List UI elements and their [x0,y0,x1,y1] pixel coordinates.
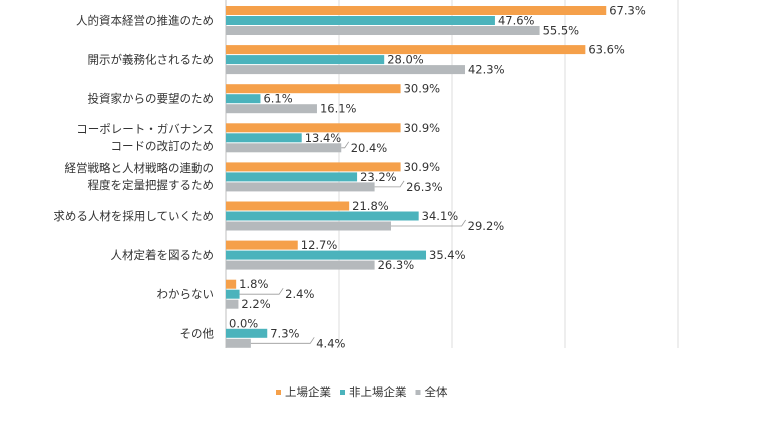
value-label: 35.4% [429,248,466,262]
legend-label: 非上場企業 [349,385,407,399]
category-label-line: 経営戦略と人材戦略の連動の [65,161,215,175]
bar-listed [226,162,401,172]
value-label: 0.0% [229,316,258,330]
leader-line [250,337,315,344]
legend-swatch [415,390,421,395]
bar-overall [226,26,540,35]
category-label: 経営戦略と人材戦略の連動の程度を定量把握するため [65,161,215,192]
legend-swatch [276,390,281,395]
legend-label: 上場企業 [285,385,331,399]
leader-line [390,219,466,227]
category-label-line: コーポレート・ガバナンス [76,122,214,136]
value-label: 63.6% [588,43,625,57]
bar-overall [226,104,317,114]
category-label: 求める人材を採用していくため [53,209,214,223]
bars [226,6,607,348]
value-label: 20.4% [351,141,388,155]
category-label: 人的資本経営の推進のため [76,14,214,28]
value-label: 28.0% [387,53,424,67]
value-label: 23.2% [360,170,397,184]
value-label: 2.4% [285,287,314,301]
bar-unlisted [226,289,240,299]
bar-overall [226,260,375,270]
bar-unlisted [226,328,268,338]
bar-overall [226,182,375,192]
value-label: 6.1% [263,92,292,106]
value-label: 67.3% [609,4,646,18]
category-label: 開示が義務化されるため [88,53,215,67]
value-label: 30.9% [404,160,441,174]
leader-line [341,141,350,149]
bar-listed [226,6,607,15]
leader-line [239,287,284,295]
bar-listed [226,123,401,133]
value-label: 2.2% [241,297,270,311]
value-label: 29.2% [468,219,505,233]
legend: 上場企業 非上場企業 全体 [276,385,448,399]
value-label: 30.9% [404,121,441,135]
value-label: 21.8% [352,199,389,213]
value-label: 4.4% [316,336,345,350]
value-label: 13.4% [305,131,342,145]
value-label: 34.1% [422,209,459,223]
bar-listed [226,279,237,289]
value-label: 26.3% [378,258,415,272]
value-label: 47.6% [498,14,535,28]
bar-overall [226,65,465,75]
bar-unlisted [226,250,427,260]
bar-overall [226,338,251,348]
value-label: 42.3% [468,63,505,77]
legend-label: 全体 [425,385,448,399]
bar-overall [226,143,342,153]
category-label-line: 程度を定量把握するため [88,178,215,192]
value-label: 26.3% [406,180,443,194]
bar-unlisted [226,172,358,182]
bar-listed [226,45,586,55]
bar-overall [226,221,391,231]
bar-listed [226,201,350,211]
category-label: 投資家からの要望のため [88,92,215,106]
bar-unlisted [226,211,419,221]
leader-lines [239,141,466,344]
value-label: 7.3% [270,326,299,340]
bar-unlisted [226,94,261,104]
bar-listed [226,240,298,250]
bar-unlisted [226,16,495,25]
bar-overall [226,299,239,309]
value-label: 1.8% [239,277,268,291]
value-labels: 67.3% 47.6% 55.5% 63.6% 28.0% 42.3% 30.9% 6.1% 1… [229,4,646,351]
category-label-line: コードの改訂のため [111,139,215,153]
category-label: その他 [180,326,215,340]
category-label: わからない [157,287,215,301]
category-label: コーポレート・ガバナンスコードの改訂のため [76,122,214,153]
bar-listed [226,84,401,94]
value-label: 12.7% [301,238,338,252]
category-label: 人材定着を図るため [111,248,215,262]
bar-unlisted [226,133,302,143]
value-label: 16.1% [320,102,357,116]
legend-swatch [340,390,345,395]
value-label: 55.5% [543,24,580,38]
value-label: 30.9% [404,82,441,96]
bar-unlisted [226,55,385,65]
leader-line [374,180,405,188]
category-labels: 人的資本経営の推進のため開示が義務化されるため投資家からの要望のためコーポレート… [53,14,214,341]
